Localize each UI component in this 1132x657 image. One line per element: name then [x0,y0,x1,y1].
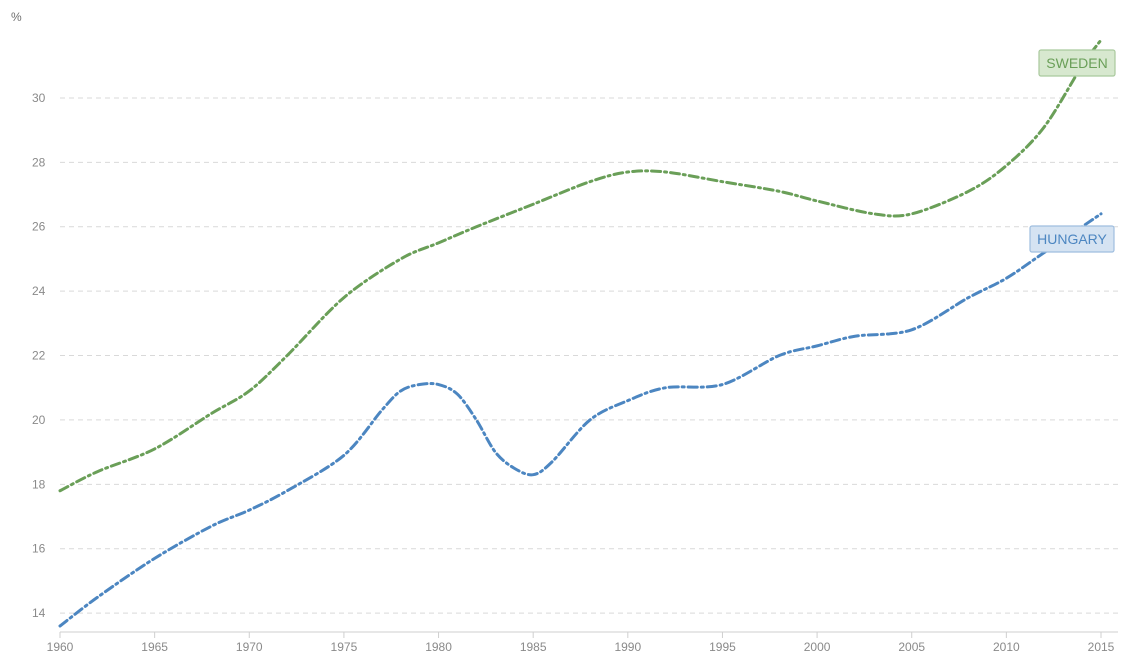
x-tick-label-1995: 1995 [709,640,736,654]
x-tick-label-1965: 1965 [141,640,168,654]
y-tick-label-28: 28 [32,155,46,169]
x-tick-label-2005: 2005 [898,640,925,654]
x-axis-ticks: 1960 1965 1970 1975 1980 1985 1990 1995 2000 2005… [47,632,1115,654]
x-tick-label-2000: 2000 [804,640,831,654]
x-tick-label-1960: 1960 [47,640,74,654]
gridlines [60,97,1118,614]
series-label-box-hungary [1029,225,1115,253]
y-tick-label-24: 24 [32,284,46,298]
y-tick-label-22: 22 [32,349,46,363]
series-lines [58,38,1103,628]
series-label-hungary: HUNGARY [1029,225,1115,253]
x-tick-label-2015: 2015 [1088,640,1115,654]
series-label-sweden: SWEDEN [1038,49,1116,77]
series-end-labels: SWEDEN HUNGARY [1029,49,1116,253]
y-tick-label-20: 20 [32,413,46,427]
series-label-text-hungary: HUNGARY [1037,231,1107,247]
y-tick-label-16: 16 [32,542,46,556]
y-tick-label-26: 26 [32,220,46,234]
series-label-box-sweden [1038,49,1116,77]
y-tick-label-30: 30 [32,91,46,105]
x-tick-label-1975: 1975 [331,640,358,654]
series-label-text-sweden: SWEDEN [1046,55,1107,71]
series-line-hungary [58,212,1103,628]
x-tick-label-1985: 1985 [520,640,547,654]
x-tick-label-1990: 1990 [614,640,641,654]
y-tick-label-14: 14 [32,606,46,620]
x-tick-label-1970: 1970 [236,640,263,654]
x-tick-label-2010: 2010 [993,640,1020,654]
y-axis-unit-label: % [11,10,22,24]
y-axis-ticks: 14 16 18 20 22 24 26 28 30 [32,91,46,620]
y-tick-label-18: 18 [32,477,46,491]
series-line-sweden [58,38,1103,493]
x-tick-label-1980: 1980 [425,640,452,654]
